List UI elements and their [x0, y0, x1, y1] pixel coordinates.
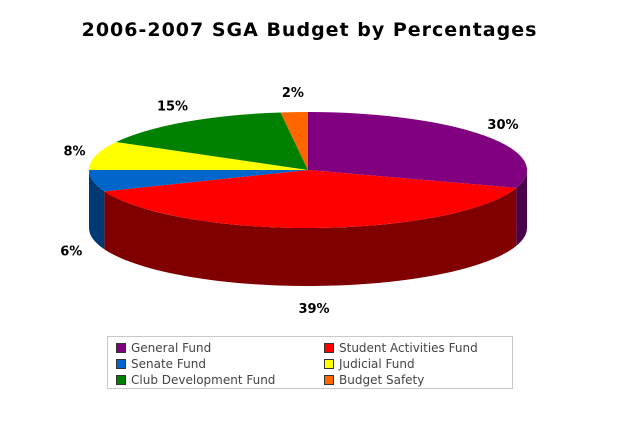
- pie-labels: 30% 39% 6% 8% 15% 2%: [60, 86, 518, 317]
- legend-label: Student Activities Fund: [339, 341, 478, 355]
- pie-slice-senate-fund: [89, 170, 308, 192]
- legend-item-club-development-fund: Club Development Fund: [116, 373, 275, 387]
- legend-item-budget-safety: Budget Safety: [324, 373, 424, 387]
- pie-label-general-fund: 30%: [487, 118, 518, 133]
- legend-swatch: [116, 343, 126, 353]
- legend-item-senate-fund: Senate Fund: [116, 357, 206, 371]
- legend-swatch: [116, 359, 126, 369]
- legend-item-general-fund: General Fund: [116, 341, 211, 355]
- legend-swatch: [324, 375, 334, 385]
- pie-side-senate-fund: [89, 170, 105, 250]
- legend-swatch: [324, 359, 334, 369]
- pie-label-judicial-fund: 8%: [64, 145, 86, 160]
- legend-item-student-activities-fund: Student Activities Fund: [324, 341, 478, 355]
- legend-item-judicial-fund: Judicial Fund: [324, 357, 415, 371]
- pie-label-budget-safety: 2%: [282, 86, 304, 101]
- pie-sides: [89, 170, 527, 286]
- legend-label: Budget Safety: [339, 373, 425, 387]
- legend-swatch: [324, 343, 334, 353]
- legend-label: Club Development Fund: [131, 373, 276, 387]
- pie-slice-general-fund: [308, 112, 527, 188]
- chart-title: 2006-2007 SGA Budget by Percentages: [81, 19, 538, 41]
- legend: General Fund Student Activities Fund Sen…: [107, 336, 513, 389]
- pie-label-student-activities-fund: 39%: [298, 302, 329, 317]
- legend-label: General Fund: [131, 341, 212, 355]
- pie-side-general-fund: [516, 170, 527, 246]
- pie-slice-judicial-fund: [89, 142, 308, 170]
- pie-label-club-development-fund: 15%: [157, 99, 188, 114]
- pie-tops: [89, 112, 527, 228]
- pie-slice-club-development-fund: [116, 112, 308, 170]
- pie-slice-student-activities-fund: [104, 170, 517, 228]
- pie-slice-budget-safety: [280, 112, 308, 170]
- pie-label-senate-fund: 6%: [60, 245, 82, 260]
- legend-label: Senate Fund: [131, 357, 206, 371]
- legend-swatch: [116, 375, 126, 385]
- legend-label: Judicial Fund: [339, 357, 415, 371]
- pie-side-student-activities-fund: [104, 187, 517, 286]
